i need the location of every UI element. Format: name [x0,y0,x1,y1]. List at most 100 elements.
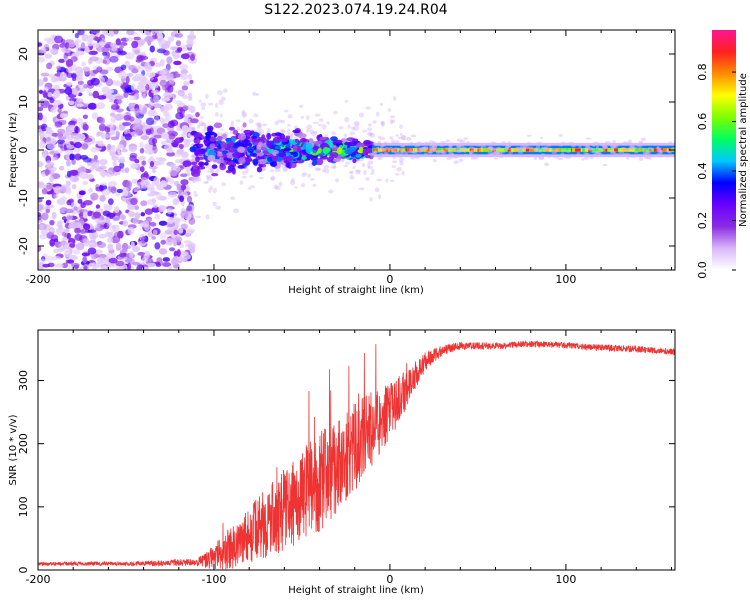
carrier-scatter [458,145,465,149]
spectrogram-signal-blob [355,142,365,149]
spectrogram-faint-speck [217,131,223,137]
spectrogram-signal-blob [244,158,253,162]
spectrogram-noise-speck [182,253,191,260]
spectrogram-noise-speck [41,187,48,195]
spectrogram-noise-speck [168,265,173,270]
spectrogram-noise-speck [88,50,98,56]
spectrogram-noise-speck [131,68,139,74]
colorbar-tick-label: 0.8 [696,63,709,81]
spectrogram-noise-speck [97,142,106,147]
spectrogram-signal-blob [228,126,235,131]
carrier-scatter [583,152,588,155]
spectrogram-faint-speck [379,102,383,106]
spectrogram-noise-speck [173,60,182,66]
spectrogram-noise-speck [130,83,136,91]
spectrogram-signal-blob [215,140,223,145]
spectrogram-noise-speck [115,260,125,267]
spectrogram-faint-speck [256,126,262,131]
spectrogram-noise-speck [134,73,144,79]
carrier-scatter [409,154,414,157]
spectrogram-faint-speck [372,120,377,124]
carrier-peak [387,148,391,152]
spectrogram-noise-speck [184,139,190,148]
spectrogram-noise-speck [38,245,42,252]
spectrogram-noise-speck [186,205,193,212]
spectrogram-noise-speck [66,232,72,240]
spectrogram-noise-speck [104,125,111,133]
spectrogram-noise-speck [102,51,108,56]
spectrogram-faint-speck [380,121,385,126]
carrier-scatter [523,144,527,149]
spectrogram-faint-speck [301,173,306,178]
spectrogram-faint-speck [309,129,314,135]
spectrogram-signal-blob [249,152,257,157]
spectrogram-noise-speck [108,257,118,264]
spectrogram-noise-speck [73,206,78,211]
spectrogram-faint-speck [201,106,206,111]
spectrogram-faint-speck [214,112,219,117]
spectrogram-noise-speck [179,136,184,142]
spectrogram-noise-speck [134,49,140,55]
spectrogram-noise-speck [57,136,67,141]
spectrogram-noise-speck [78,84,84,89]
spectrogram-signal-blob [285,135,291,140]
spectrogram-faint-speck [205,174,212,178]
spectrogram-signal-blob [366,147,374,154]
spectrogram-noise-speck [174,159,182,164]
carrier-scatter [648,156,652,160]
spectrogram-noise-speck [69,243,76,248]
colorbar: 0.0 0.2 0.4 0.6 0.8 Normalized spectral ampl… [696,30,749,279]
carrier-scatter [553,148,559,153]
spectrogram-noise-speck [131,40,139,49]
spectrogram-noise-speck [160,140,168,146]
spectrogram-faint-speck [240,127,244,134]
carrier-scatter [583,144,589,147]
spectrogram-noise-speck [90,192,99,201]
spectrogram-noise-speck [83,137,93,143]
spectrogram-noise-speck [100,266,109,270]
carrier-peak [613,148,618,152]
carrier-scatter [671,147,675,150]
spectrogram-signal-blob [204,161,209,166]
spectrogram-noise-speck [112,224,120,233]
carrier-peak [662,148,667,152]
spectrogram-signal-blob [330,151,339,158]
spectrogram-noise-speck [59,165,65,171]
spectrogram-signal-blob [209,136,218,142]
spectrogram-signal-blob [211,173,219,177]
spectrogram-noise-speck [161,131,169,140]
spectrogram-noise-speck [51,75,58,83]
spectrogram-faint-speck [300,183,306,188]
spectrogram-noise-speck [101,189,111,196]
carrier-peak [622,148,629,152]
spectrogram-noise-speck [149,45,156,53]
spectrogram-noise-speck [109,112,116,117]
spectrogram-faint-speck [389,119,394,125]
spectrogram-faint-speck [273,184,279,190]
spectrogram-noise-speck [159,232,167,241]
spectrogram-noise-speck [142,93,147,99]
spectrogram-noise-speck [145,252,150,257]
spectrogram-signal-blob [195,156,200,163]
carrier-scatter [656,152,663,156]
spectrogram-signal-blob [261,134,266,141]
spectrogram-noise-speck [82,114,89,120]
spectrogram-faint-speck [203,181,209,184]
spectrogram-noise-speck [166,56,173,64]
spectrogram-signal-blob [334,139,343,144]
spectrogram-faint-speck [236,126,241,131]
spectrogram-noise-speck [45,208,50,214]
spectrogram-faint-speck [209,168,214,174]
spectrogram-faint-speck [391,165,396,168]
spectrogram-signal-blob [285,162,291,168]
spectrogram-noise-speck [99,76,106,84]
spectrogram-signal-blob [352,158,357,164]
spectrogram-noise-speck [99,170,107,177]
carrier-scatter [393,147,399,151]
spectrogram-noise-speck [115,242,122,251]
spectrogram-noise-speck [185,228,196,233]
spectrogram-signal-blob [190,161,198,166]
carrier-scatter [541,146,546,150]
spectrogram-noise-speck [97,46,102,53]
